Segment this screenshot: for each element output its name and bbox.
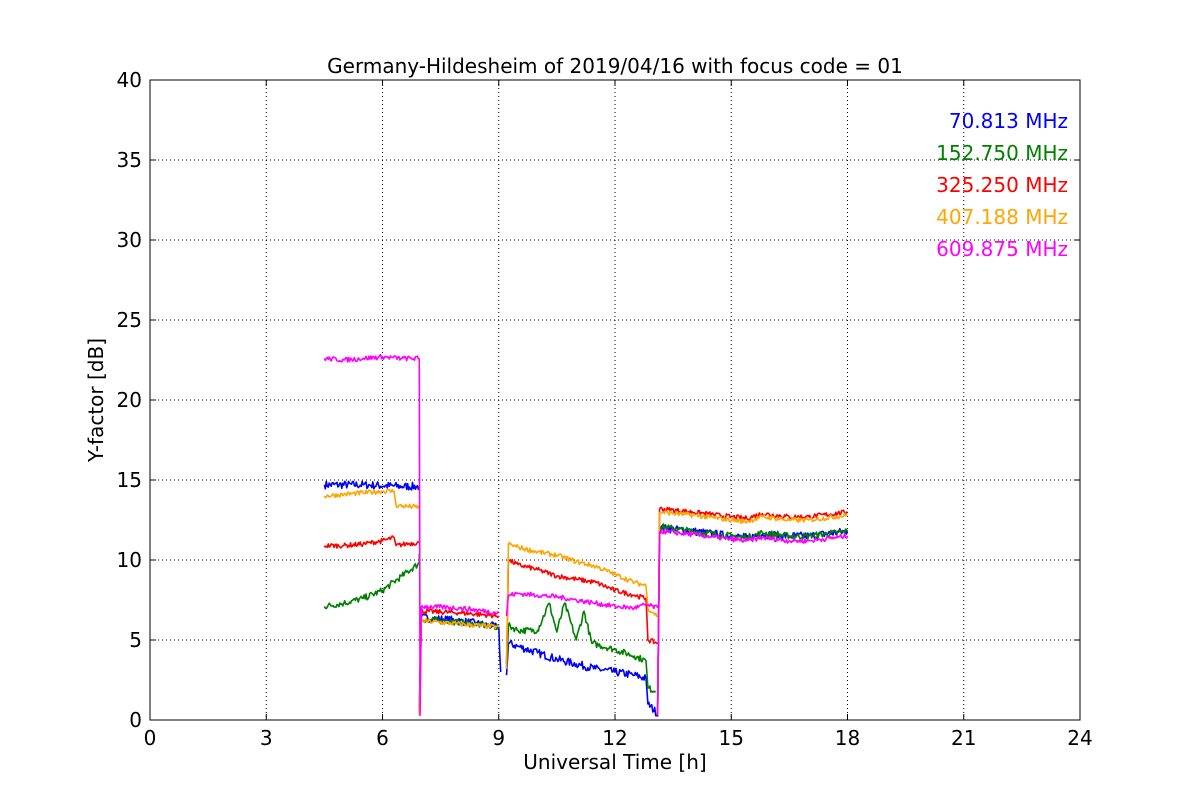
x-tick-label: 6 <box>376 726 389 750</box>
chart-title: Germany-Hildesheim of 2019/04/16 with fo… <box>327 54 903 78</box>
series-line <box>323 553 421 610</box>
series-line <box>418 358 423 716</box>
legend: 70.813 MHz 152.750 MHz 325.250 MHz 407.188 … <box>936 109 1068 261</box>
series-line <box>656 531 661 716</box>
x-tick-label: 3 <box>260 726 273 750</box>
x-axis-label: Universal Time [h] <box>523 750 706 774</box>
grid <box>150 80 1080 720</box>
legend-entry: 70.813 MHz <box>949 109 1068 133</box>
x-tick-label: 15 <box>719 726 744 750</box>
series-line <box>658 528 849 544</box>
series-line <box>505 639 659 717</box>
legend-entry: 407.188 MHz <box>936 205 1068 229</box>
series-line <box>658 510 848 525</box>
series-line <box>505 541 658 669</box>
series-line <box>323 353 420 363</box>
series-4 <box>323 353 849 716</box>
x-tick-label: 12 <box>602 726 627 750</box>
x-tick-label: 0 <box>144 726 157 750</box>
series-line <box>505 591 659 617</box>
y-tick-label: 0 <box>129 708 142 732</box>
series-line <box>420 608 500 619</box>
y-tick-label: 35 <box>117 148 142 172</box>
series-layer <box>323 353 849 717</box>
series-line <box>323 480 421 491</box>
legend-entry: 609.875 MHz <box>936 237 1068 261</box>
series-line <box>505 558 658 665</box>
series-line <box>420 604 500 616</box>
series-line <box>323 488 420 510</box>
series-line <box>420 618 500 630</box>
series-line <box>323 535 420 549</box>
y-tick-label: 20 <box>117 388 142 412</box>
y-tick-label: 10 <box>117 548 142 572</box>
y-tick-label: 25 <box>117 308 142 332</box>
x-tick-label: 18 <box>835 726 860 750</box>
x-tick-label: 24 <box>1067 726 1092 750</box>
legend-entry: 152.750 MHz <box>936 141 1068 165</box>
series-line <box>658 506 848 521</box>
x-tick-label: 21 <box>951 726 976 750</box>
axis-ticks: 0 3 6 9 12 15 18 21 24 0 5 10 15 20 25 30 35 40 <box>117 68 1093 750</box>
y-tick-label: 30 <box>117 228 142 252</box>
legend-entry: 325.250 MHz <box>936 173 1068 197</box>
y-tick-label: 15 <box>117 468 142 492</box>
y-tick-label: 40 <box>117 68 142 92</box>
series-line <box>505 602 657 693</box>
x-tick-label: 9 <box>492 726 505 750</box>
y-axis-label: Y-factor [dB] <box>84 338 108 463</box>
y-tick-label: 5 <box>129 628 142 652</box>
